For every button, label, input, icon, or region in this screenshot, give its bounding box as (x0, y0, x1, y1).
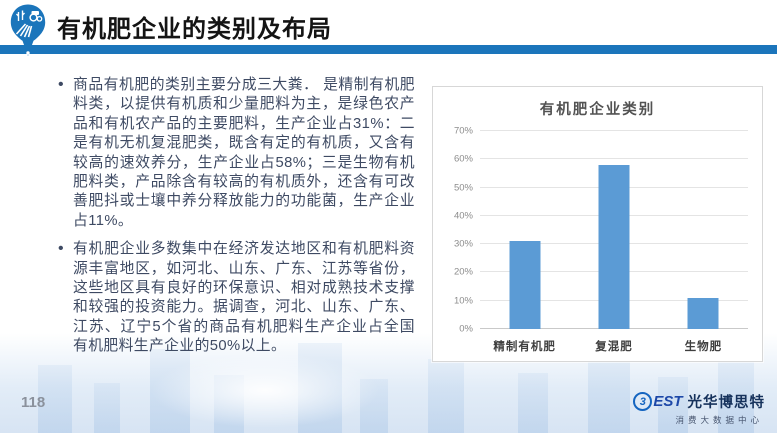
y-axis-tick: 70% (453, 125, 473, 137)
logo-best-circle-icon: 3 (633, 392, 653, 411)
bullet-item: 商品有机肥的类别主要分成三大粪． 是精制有机肥料类，以提供有机质和少量肥料为主，… (57, 75, 415, 231)
x-axis-label: 生物肥 (684, 341, 723, 353)
x-axis-label: 精制有机肥 (493, 341, 556, 353)
bullet-text: 商品有机肥的类别主要分成三大粪． 是精制有机肥料类，以提供有机质和少量肥料为主，… (73, 77, 415, 229)
chart-gridline (480, 130, 748, 131)
light-glow (150, 353, 380, 428)
building-shape (518, 373, 548, 433)
bullet-list: 商品有机肥的类别主要分成三大粪． 是精制有机肥料类，以提供有机质和少量肥料为主，… (57, 75, 415, 366)
building-shape (38, 365, 72, 433)
page-title: 有机肥企业的类别及布局 (57, 16, 332, 43)
y-axis-tick: 30% (453, 238, 473, 250)
logo-subtitle: 消费大数据中心 (675, 415, 763, 425)
chart-plot: 0% 10% 20% 30% 40% 50% 60% 70% 精制有机肥 复混肥 生物肥 (454, 126, 748, 353)
chart-panel: 有机肥企业类别 0% 10% 20% 30% 40% 50% 60% 70% 精制有机肥 复混肥 生… (432, 86, 763, 362)
y-axis-tick: 40% (453, 210, 473, 222)
building-shape (718, 355, 754, 433)
chart-bar-3 (687, 297, 719, 329)
logo-company-name: 光华博思特 (687, 395, 765, 411)
bullet-item: 有机肥企业多数集中在经济发达地区和有机肥料资源丰富地区，如河北、山东、广东、江苏… (57, 239, 415, 356)
logo-row: 3 EST 光华博思特 (633, 391, 765, 412)
title-underline (0, 45, 777, 54)
page-number: 118 (21, 394, 46, 411)
y-axis-tick: 10% (453, 295, 473, 307)
y-axis-tick: 0% (459, 323, 473, 335)
chart-bar-1 (509, 241, 541, 329)
logo-brand-text: EST (653, 393, 683, 410)
y-axis-tick: 50% (453, 182, 473, 194)
chart-gridline (480, 158, 748, 160)
y-axis-tick: 60% (453, 153, 473, 165)
chart-title: 有机肥企业类别 (539, 102, 656, 118)
building-shape (428, 359, 464, 433)
y-axis-tick: 20% (453, 266, 473, 278)
company-logo: 3 EST 光华博思特 消费大数据中心 (633, 391, 765, 426)
farm-location-pin-icon (10, 4, 46, 62)
building-shape (94, 383, 120, 433)
building-shape (658, 377, 688, 433)
bullet-text: 有机肥企业多数集中在经济发达地区和有机肥料资源丰富地区，如河北、山东、广东、江苏… (73, 241, 415, 355)
chart-bar-2 (598, 164, 630, 329)
x-axis-label: 复混肥 (595, 341, 633, 353)
